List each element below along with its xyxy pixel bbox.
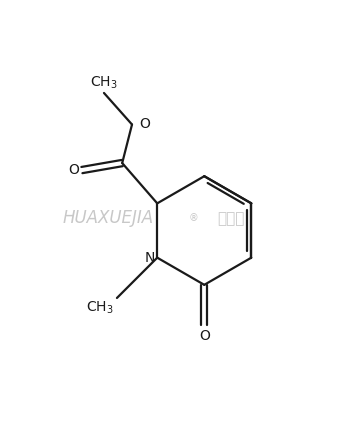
- Text: O: O: [68, 163, 79, 177]
- Text: O: O: [199, 329, 210, 343]
- Text: O: O: [140, 117, 151, 131]
- Text: ®: ®: [189, 213, 199, 223]
- Text: CH$_3$: CH$_3$: [86, 300, 114, 316]
- Text: CH$_3$: CH$_3$: [90, 75, 118, 91]
- Text: 化学加: 化学加: [217, 211, 244, 226]
- Text: HUAXUEJIA: HUAXUEJIA: [62, 209, 153, 227]
- Text: N: N: [145, 251, 156, 265]
